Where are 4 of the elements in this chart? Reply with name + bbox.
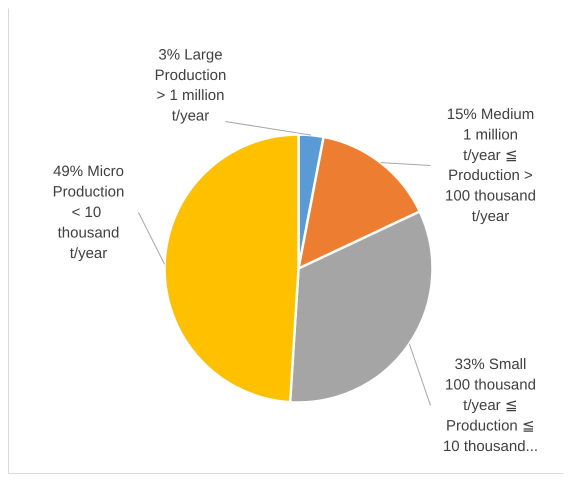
slice-label: 3% Large Production > 1 million t/year xyxy=(154,46,226,125)
slice-label: 33% Small 100 thousand t/year ≦ Production ≦ 10 thousand... xyxy=(442,356,538,455)
slice-label: 15% Medium 1 million t/year ≦ Production > 100 thousand t/year xyxy=(445,106,536,225)
slice-label: 49% Micro Production < 10 thousand t/year xyxy=(52,163,124,262)
